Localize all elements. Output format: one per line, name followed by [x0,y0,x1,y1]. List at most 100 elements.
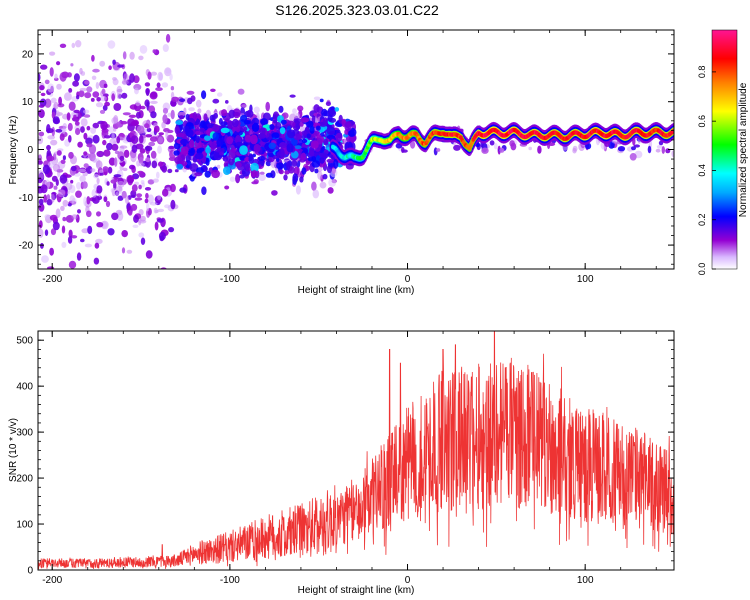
spectrogram-cell [147,179,155,185]
colorbar: 0.0 0.2 0.4 0.6 0.8 Normalized spectral ampl… [697,29,749,275]
spectrogram-cell [102,104,108,111]
spectrogram-cell [38,109,45,119]
spectrogram-cell [91,54,95,62]
spectrogram-cell [157,194,162,201]
spectrogram-cell [162,188,169,197]
spectrogram-cell [111,93,115,102]
spectrogram-cell [227,120,233,130]
spectrogram-cell [235,173,241,184]
spectrogram-cell [46,199,53,206]
spectrogram-cell [58,96,62,106]
spectrogram-cell [349,127,357,137]
spectrogram-cell [157,145,162,154]
spectrogram-cell [216,138,224,147]
spectrogram-cell [314,168,319,174]
spectrogram-cell [84,80,90,85]
spectrogram-cell [313,96,321,101]
spectrogram-cell [224,185,230,190]
spectrogram-cell [68,101,76,111]
spectrogram-cell [111,132,115,141]
spectrogram-cell [103,83,108,89]
spectrogram-cell [328,178,337,187]
spectrogram-cell [167,112,172,117]
spectrogram-cell [50,139,58,146]
spectrogram-cell [64,92,72,101]
spectrogram-cell [71,214,78,220]
spectrogram-cell [117,64,124,68]
spectrogram-cell [301,167,307,175]
spectrogram-cell [116,211,124,221]
spectrogram-cell [92,122,100,129]
spectrogram-cell [661,146,665,154]
spectrogram-cell [114,157,118,167]
spectrogram-cell [173,150,180,156]
spectrogram-cell [323,117,328,126]
spectrogram-cell [240,114,248,122]
spectrogram-cell [165,68,171,74]
spectrogram-cell [53,185,58,190]
spectrogram-cell [73,73,80,82]
y-tick-label: -10 [19,193,34,204]
spectrogram-cell [258,156,266,161]
spectrogram-cell [316,134,322,140]
spectrogram-cell [258,174,266,182]
spectrogram-cell [92,91,100,98]
spectrogram-cell [116,136,121,144]
spectrogram-cell [92,157,97,163]
spectrogram-cell [66,112,71,121]
spectrogram-cell [76,252,82,261]
spectrogram-cell [121,80,129,85]
spectrogram-cell [83,109,90,114]
x-tick-label: -100 [220,274,240,285]
spectrogram-cell [136,193,143,198]
spectrogram-cell [311,156,317,163]
spectrogram-cell [38,160,43,165]
spectrogram-cell [129,164,135,170]
spectrogram-cell [83,196,87,206]
spectrogram-cell [103,149,111,157]
y-tick-label: 10 [22,97,34,108]
spectrogram-cell [150,100,158,104]
spectrogram-cell [185,128,194,138]
spectrogram-cell [280,119,287,125]
spectrogram-cell [228,158,235,166]
colorbar-tick-label: 0.8 [697,66,707,79]
spectrogram-cell [251,170,258,178]
spectrogram-cell [42,164,51,175]
spectrogram-cell [185,113,190,121]
spectrogram-cell [96,177,100,185]
x-tick-label: -200 [42,575,62,586]
spectrogram-cell [155,87,163,91]
spectrogram-cell [140,237,146,245]
x-tick-label: 0 [405,575,411,586]
spectrogram-cell [120,120,128,125]
spectrogram-cell [286,161,291,171]
x-tick-label: -100 [220,575,240,586]
spectrogram-cell [319,181,327,189]
spectrogram-cell [68,135,72,143]
spectrogram-cell [46,124,51,134]
spectrogram-cell [257,133,267,139]
spectrogram-cell [132,224,139,228]
spectrogram-cell [130,153,137,163]
spectrogram-cell [294,145,302,150]
spectrogram-cell [94,242,100,249]
spectrogram-cell [50,228,57,236]
spectrogram-cell [49,67,54,77]
spectrogram-cell [38,203,45,212]
spectrogram-cell [76,94,80,100]
spectrogram-cell [631,146,636,151]
spectrogram-cell [78,90,85,98]
spectrogram-cell [199,127,205,133]
spectrogram-cell [333,158,339,169]
spectrogram-cell [212,98,220,104]
spectrogram-cell [326,126,336,136]
spectrogram-cell [272,115,277,119]
spectrogram-cell [56,150,62,156]
spectrogram-cell [221,109,228,117]
spectrogram-cell [83,151,88,156]
spectrogram-cell [158,136,163,144]
spectrogram-cell [131,184,138,192]
spectrogram-cell [402,149,408,153]
